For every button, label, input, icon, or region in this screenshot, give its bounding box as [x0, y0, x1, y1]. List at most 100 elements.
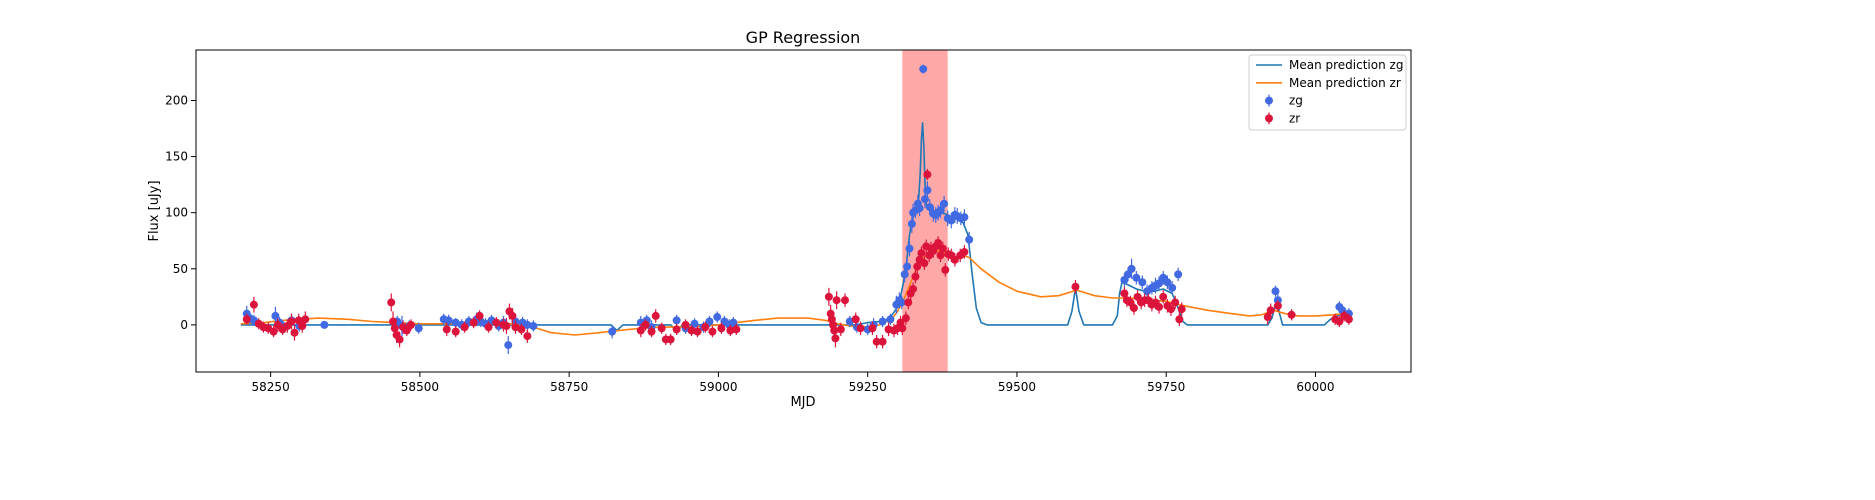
chart-title: GP Regression — [746, 28, 861, 47]
data-point — [909, 285, 917, 293]
data-point — [917, 249, 925, 257]
legend-marker-swatch — [1265, 97, 1273, 105]
data-point — [415, 324, 423, 332]
data-point — [923, 171, 931, 179]
y-tick-label: 100 — [165, 206, 188, 220]
data-point — [461, 323, 469, 331]
x-tick-label: 59500 — [998, 380, 1036, 394]
data-point — [916, 204, 924, 212]
data-point — [940, 200, 948, 208]
data-point — [407, 321, 415, 329]
data-point — [1128, 265, 1136, 273]
data-point — [667, 335, 675, 343]
data-point — [898, 324, 906, 332]
data-point — [648, 328, 656, 336]
data-point — [831, 334, 839, 342]
data-point — [857, 324, 865, 332]
data-point — [694, 328, 702, 336]
data-point — [270, 328, 278, 336]
data-point — [1175, 315, 1183, 323]
x-axis-label: MJD — [790, 395, 815, 410]
data-point — [1174, 270, 1182, 278]
data-point — [508, 312, 516, 320]
data-point — [911, 273, 919, 281]
data-point — [608, 328, 616, 336]
x-tick-label: 59000 — [699, 380, 737, 394]
data-point — [852, 315, 860, 323]
data-point — [1155, 303, 1163, 311]
data-point — [825, 293, 833, 301]
data-point — [1274, 302, 1282, 310]
data-point — [492, 319, 500, 327]
data-point — [652, 312, 660, 320]
x-tick-label: 60000 — [1296, 380, 1334, 394]
plot-background — [196, 50, 1411, 372]
legend-entry-label: zr — [1289, 111, 1300, 125]
data-point — [879, 318, 887, 326]
data-point — [1288, 311, 1296, 319]
data-point — [389, 318, 397, 326]
data-point — [1267, 306, 1275, 314]
data-point — [841, 296, 849, 304]
data-point — [886, 315, 894, 323]
data-point — [833, 296, 841, 304]
data-point — [476, 312, 484, 320]
data-point — [443, 325, 451, 333]
data-point — [291, 329, 299, 337]
data-point — [485, 323, 493, 331]
plot-area — [196, 50, 1411, 372]
data-point — [1168, 284, 1176, 292]
data-point — [673, 325, 681, 333]
data-point — [701, 323, 709, 331]
x-tick-label: 59750 — [1147, 380, 1185, 394]
data-point — [1171, 298, 1179, 306]
legend-marker-swatch — [1265, 114, 1273, 122]
data-point — [517, 325, 525, 333]
data-point — [250, 301, 258, 309]
data-point — [923, 186, 931, 194]
data-point — [642, 321, 650, 329]
data-point — [673, 316, 681, 324]
data-point — [868, 324, 876, 332]
data-point — [941, 266, 949, 274]
data-point — [320, 321, 328, 329]
legend: Mean prediction zg Mean prediction zr zg zr — [1249, 55, 1406, 130]
data-point — [391, 324, 399, 332]
data-point — [523, 332, 531, 340]
legend-entry-label: Mean prediction zr — [1289, 76, 1401, 90]
data-point — [713, 313, 721, 321]
y-axis-label: Flux [uJy] — [147, 180, 162, 241]
data-point — [1071, 283, 1079, 291]
data-point — [452, 328, 460, 336]
x-tick-label: 58250 — [252, 380, 290, 394]
data-point — [1345, 315, 1353, 323]
data-point — [837, 325, 845, 333]
x-tick-label: 58750 — [550, 380, 588, 394]
x-tick-label: 58500 — [401, 380, 439, 394]
data-point — [960, 248, 968, 256]
data-point — [926, 203, 934, 211]
data-point — [732, 325, 740, 333]
data-point — [960, 213, 968, 221]
x-tick-label: 59250 — [849, 380, 887, 394]
data-point — [1130, 304, 1138, 312]
data-point — [708, 328, 716, 336]
data-point — [908, 220, 916, 228]
data-point — [919, 65, 927, 73]
data-point — [1167, 305, 1175, 313]
data-point — [937, 206, 945, 214]
legend-entry-label: Mean prediction zg — [1289, 58, 1403, 72]
y-tick-label: 0 — [180, 318, 188, 332]
data-point — [879, 338, 887, 346]
data-point — [470, 319, 478, 327]
data-point — [717, 324, 725, 332]
legend-entry-label: zg — [1289, 94, 1303, 108]
data-point — [1138, 278, 1146, 286]
data-point — [502, 322, 510, 330]
data-point — [965, 236, 973, 244]
y-tick-label: 150 — [165, 150, 188, 164]
data-point — [396, 335, 404, 343]
data-point — [902, 314, 910, 322]
data-point — [1159, 293, 1167, 301]
